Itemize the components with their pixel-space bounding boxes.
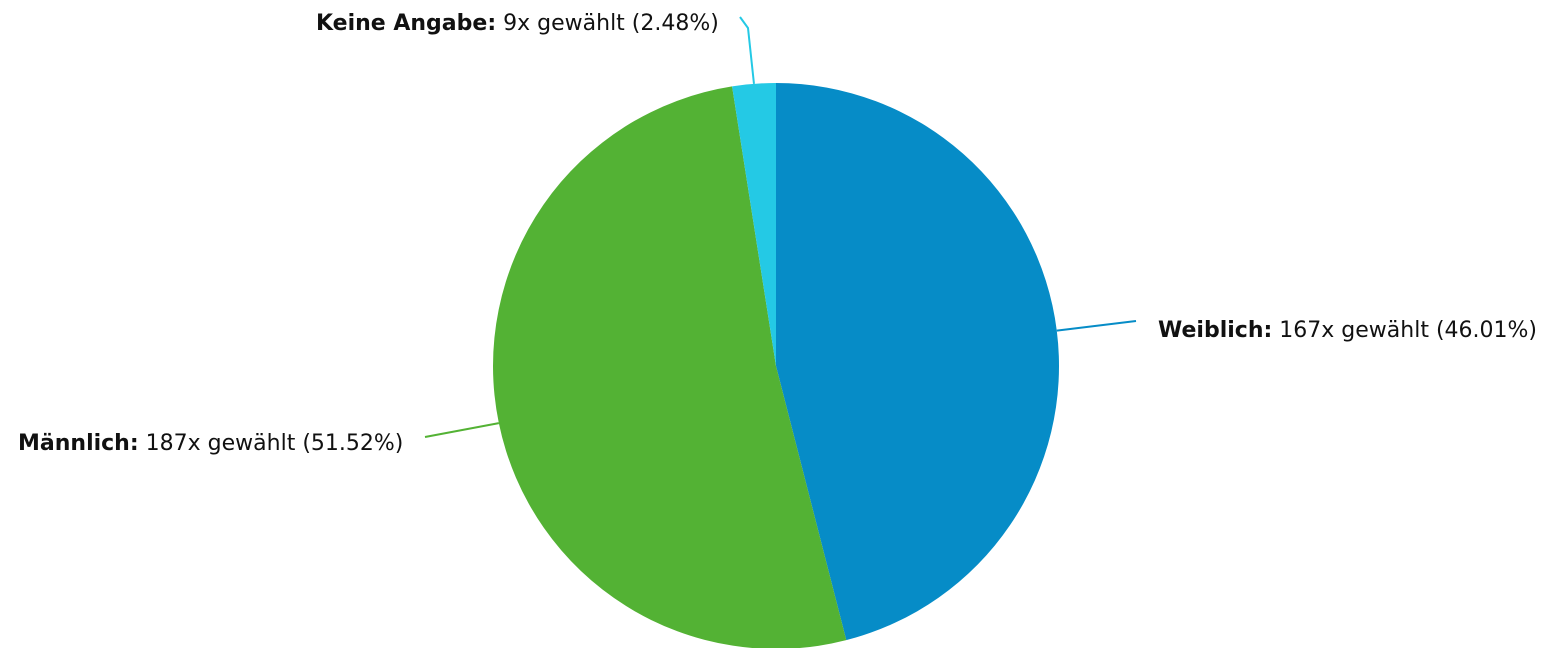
slice-label-category: Männlich xyxy=(18,431,130,456)
pie-slice-weiblich[interactable] xyxy=(776,83,1059,641)
slice-label-keine-angabe: Keine Angabe: 9x gewählt (2.48%) xyxy=(316,11,719,36)
slice-label-value: 167x gewählt (46.01%) xyxy=(1279,318,1538,343)
pie-slice-männlich[interactable] xyxy=(493,86,847,648)
pie-slice-keine-angabe[interactable] xyxy=(732,83,776,366)
slice-label-weiblich: Weiblich: 167x gewählt (46.01%) xyxy=(1158,318,1538,343)
slice-label-maennlich: Männlich: 187x gewählt (51.52%) xyxy=(18,431,404,456)
slice-label-category: Weiblich xyxy=(1158,318,1264,343)
slice-label-value: 187x gewählt (51.52%) xyxy=(145,431,404,456)
leader-line-männlich xyxy=(424,422,500,438)
leader-line-keine-angabe xyxy=(739,16,755,84)
slice-label-value: 9x gewählt (2.48%) xyxy=(503,11,719,36)
leader-line-weiblich xyxy=(1056,320,1137,332)
slice-label-category: Keine Angabe xyxy=(316,11,488,36)
